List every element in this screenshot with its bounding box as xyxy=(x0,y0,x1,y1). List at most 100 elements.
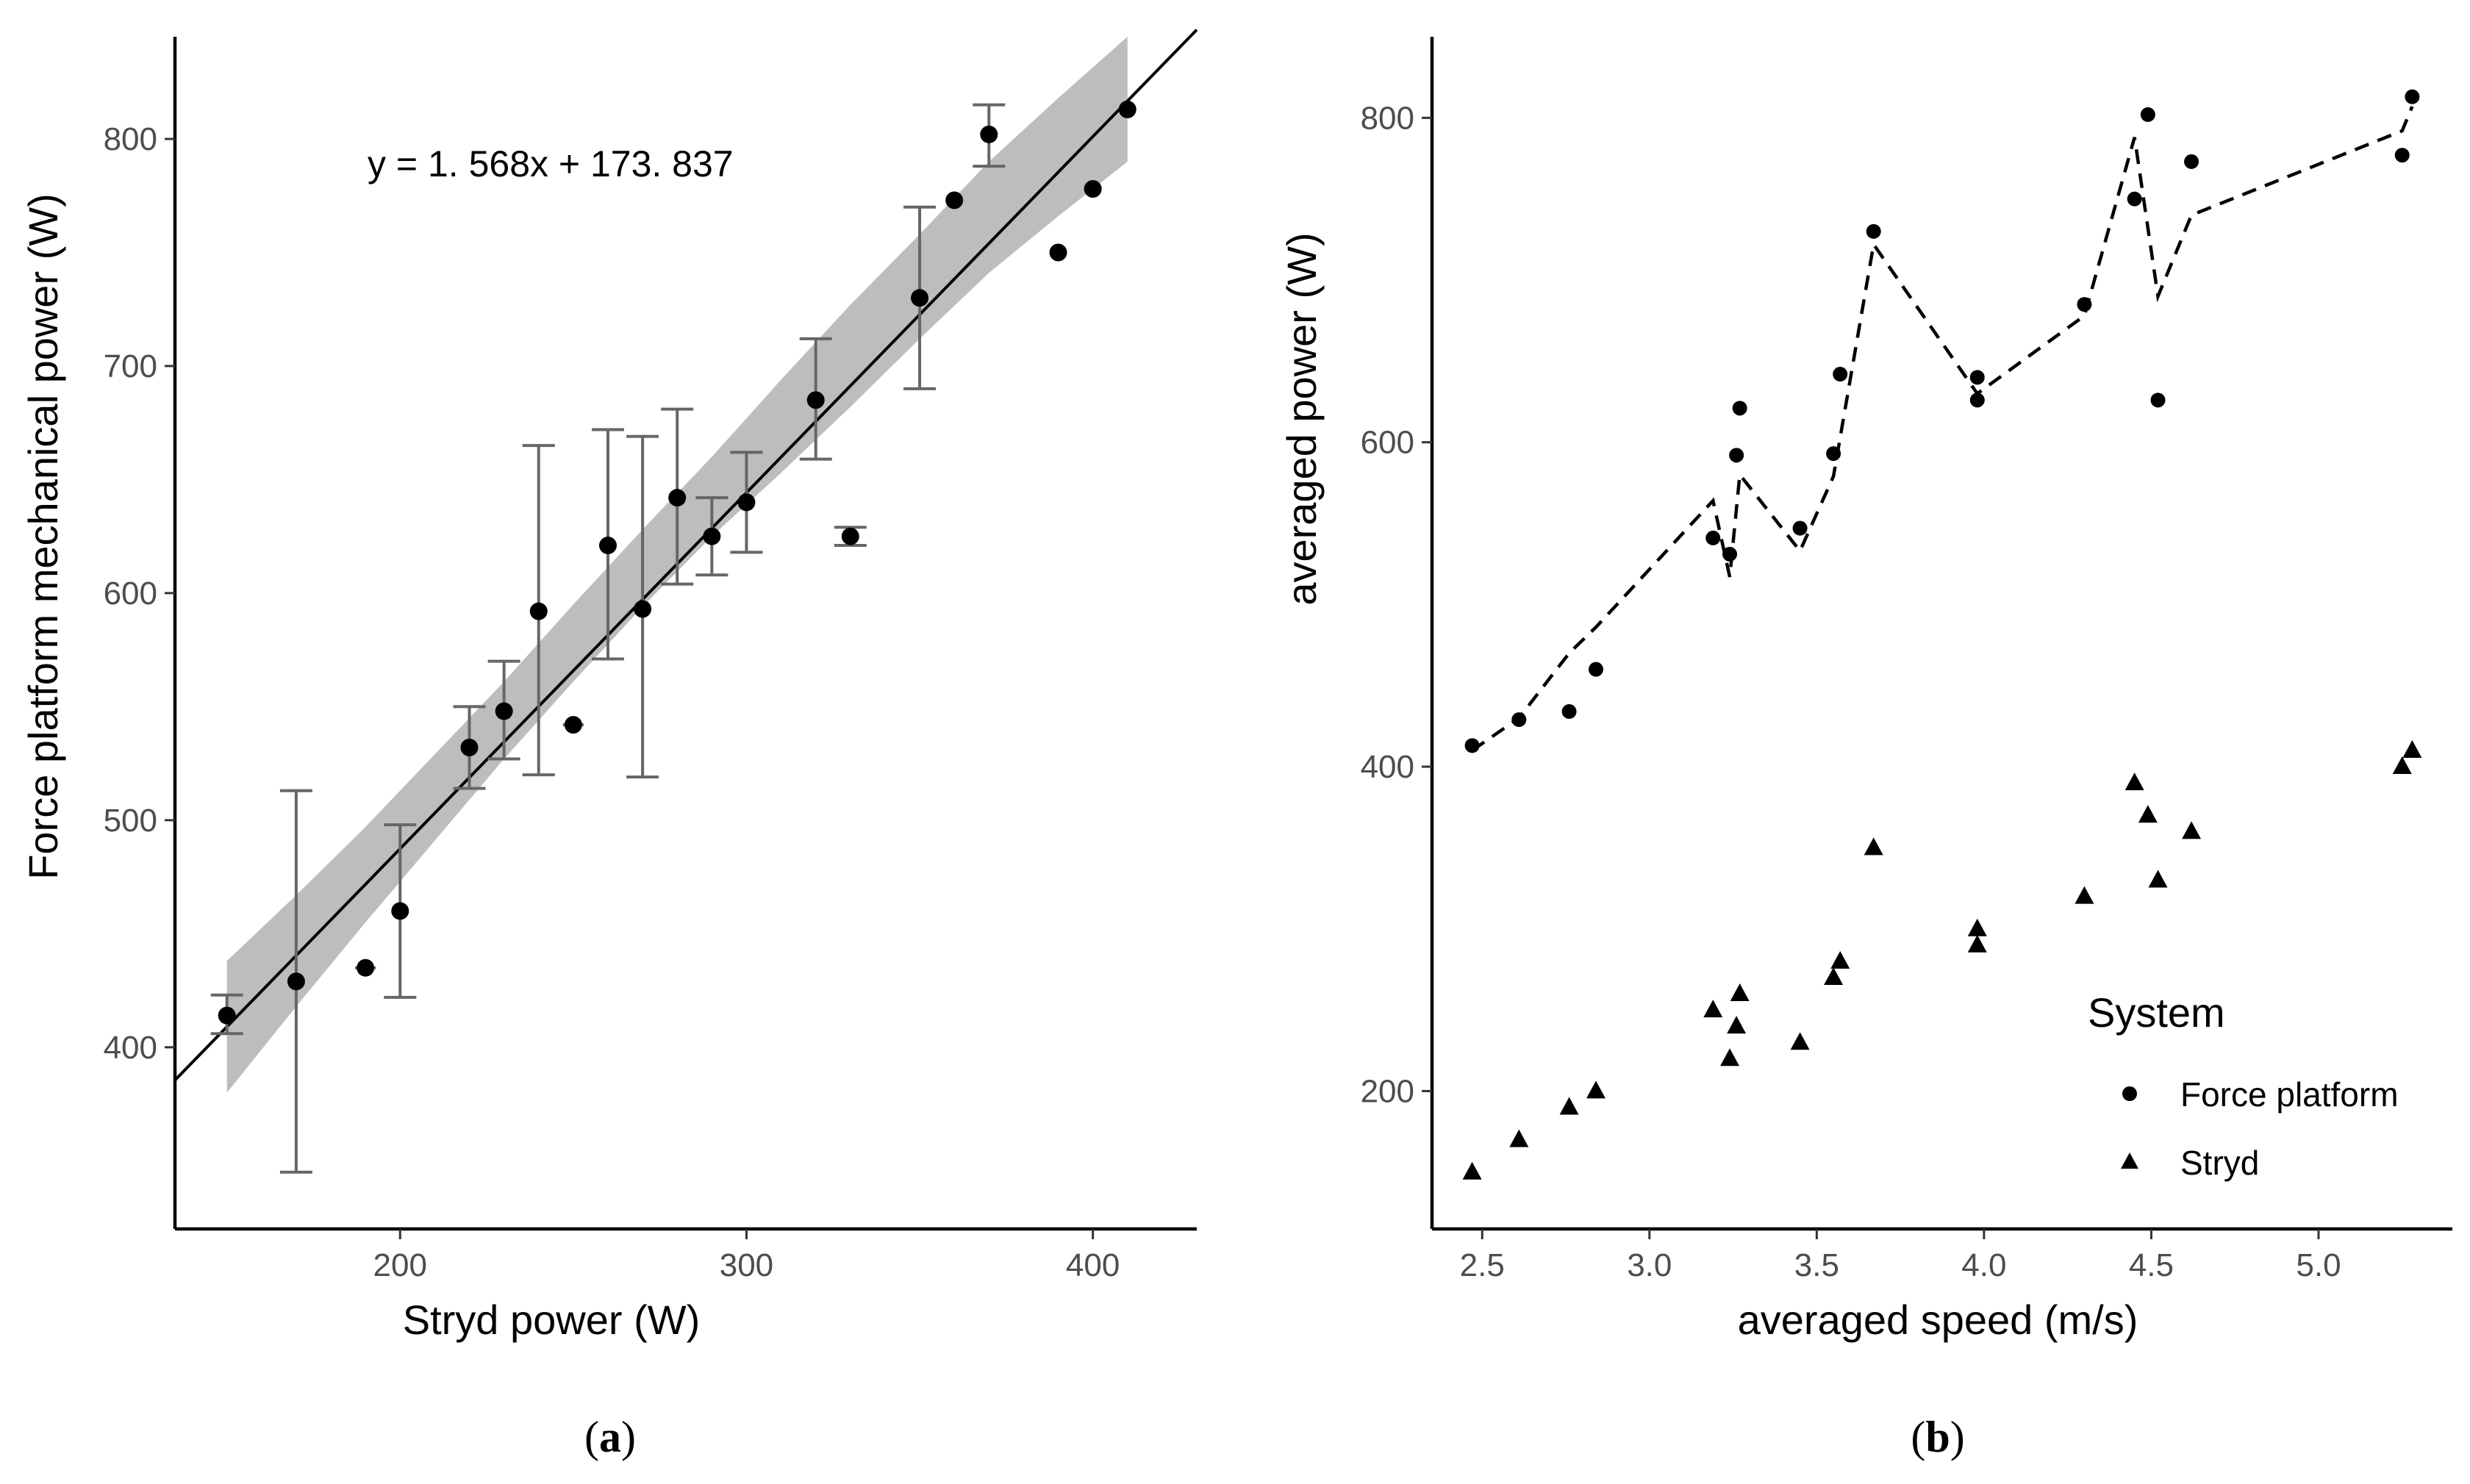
fit-line xyxy=(1471,106,2414,752)
data-point xyxy=(945,191,964,209)
stryd-point xyxy=(1830,950,1850,969)
axes: 2.5 3.0 3.5 4.0 4.5 5.0 200 400 600 800 xyxy=(1361,37,2452,1283)
data-point xyxy=(668,489,687,507)
panel-label-a: (a) xyxy=(584,1413,636,1461)
regression-equation: y = 1. 568x + 173. 837 xyxy=(368,143,734,184)
stryd-point xyxy=(1967,934,1987,953)
data-point xyxy=(218,1006,236,1025)
data-point xyxy=(598,537,617,555)
x-tick-label: 5.0 xyxy=(2296,1247,2341,1283)
y-tick-label: 600 xyxy=(104,576,157,612)
stryd-point xyxy=(1586,1080,1606,1099)
force-platform-point xyxy=(1729,448,1744,463)
stryd-point xyxy=(1730,983,1750,1002)
data-point xyxy=(357,958,375,977)
stryd-point xyxy=(1967,918,1987,936)
force-platform-point xyxy=(1588,662,1603,677)
data-point xyxy=(460,739,479,757)
data-point xyxy=(980,125,998,143)
data-point xyxy=(564,716,582,734)
panel-label-b: (b) xyxy=(1911,1413,1964,1461)
axes: 200 300 400 400 500 600 700 800 xyxy=(104,37,1197,1283)
data-point xyxy=(1084,179,1102,198)
data-point xyxy=(841,527,859,545)
stryd-point xyxy=(2148,870,2168,888)
data-point xyxy=(529,602,548,620)
x-tick-label: 300 xyxy=(720,1247,773,1283)
stryd-point xyxy=(2138,805,2158,823)
force-platform-point xyxy=(2405,89,2420,104)
y-tick-label: 400 xyxy=(1361,749,1414,785)
x-tick-label: 400 xyxy=(1066,1247,1120,1283)
stryd-point xyxy=(1790,1032,1810,1050)
force-platform-point xyxy=(1561,704,1577,720)
force-platform-point xyxy=(1866,223,1881,239)
force-platform-point xyxy=(1826,446,1841,462)
x-tick-label: 3.5 xyxy=(1794,1247,1839,1283)
force-platform-point xyxy=(1464,738,1480,753)
y-tick-label: 800 xyxy=(1361,100,1414,136)
legend-title: System xyxy=(2088,989,2225,1036)
x-tick-label: 2.5 xyxy=(1460,1247,1505,1283)
force-platform-point xyxy=(2140,107,2155,122)
y-tick-label: 500 xyxy=(104,803,157,839)
x-tick-label: 3.0 xyxy=(1627,1247,1672,1283)
legend-label-force-platform: Force platform xyxy=(2180,1075,2399,1114)
stryd-point xyxy=(1824,967,1844,985)
data-point xyxy=(1118,100,1136,118)
legend: System Force platform Stryd xyxy=(2088,989,2399,1182)
legend-key-triangle xyxy=(2121,1153,2138,1169)
y-tick-label: 700 xyxy=(104,348,157,384)
regression-line-group xyxy=(173,29,1198,1081)
panel-a: 200 300 400 400 500 600 700 800 y = 1. 568x + 1… xyxy=(20,29,1198,1461)
force-platform-point xyxy=(1732,401,1747,416)
data-point xyxy=(806,391,825,409)
force-platform-point xyxy=(1792,520,1808,536)
force-platform-point xyxy=(1705,530,1721,545)
x-tick-label: 4.5 xyxy=(2129,1247,2174,1283)
stryd-point xyxy=(1720,1048,1740,1067)
stryd-point xyxy=(2075,886,2094,904)
force-platform-point xyxy=(1511,712,1527,728)
panel-letter-b: b xyxy=(1925,1413,1950,1461)
x-axis-title: averaged speed (m/s) xyxy=(1738,1297,2138,1343)
legend-key-circle xyxy=(2122,1086,2137,1101)
panel-b: 2.5 3.0 3.5 4.0 4.5 5.0 200 400 600 800 averaged … xyxy=(1278,37,2452,1461)
dashed-fit-line-group xyxy=(1471,106,2414,752)
x-axis-title: Stryd power (W) xyxy=(403,1297,701,1343)
y-tick-label: 200 xyxy=(1361,1073,1414,1109)
stryd-point xyxy=(1559,1097,1579,1115)
stryd-point xyxy=(2402,739,2422,758)
data-point xyxy=(737,493,756,512)
y-tick-label: 400 xyxy=(104,1030,157,1066)
force-platform-point xyxy=(1969,370,1985,385)
force-platform-point xyxy=(2150,392,2166,408)
y-axis-title: Force platform mechanical power (W) xyxy=(20,193,66,880)
panel-letter-a: a xyxy=(599,1413,621,1461)
regression-line xyxy=(173,29,1198,1081)
data-point xyxy=(1049,243,1067,262)
legend-label-stryd: Stryd xyxy=(2180,1144,2259,1182)
force-platform-point xyxy=(1969,392,1985,408)
stryd-point xyxy=(2182,821,2202,839)
force-platform-point xyxy=(2127,191,2142,207)
data-points xyxy=(218,100,1136,1025)
data-point xyxy=(911,289,929,307)
y-tick-label: 600 xyxy=(1361,425,1414,461)
force-platform-point xyxy=(2394,148,2410,163)
stryd-point xyxy=(1703,1000,1723,1018)
data-point xyxy=(703,527,721,545)
stryd-point xyxy=(1462,1161,1482,1180)
x-tick-label: 200 xyxy=(373,1247,427,1283)
force-platform-point xyxy=(1722,546,1738,562)
data-point xyxy=(634,600,652,618)
y-axis-title: averaged power (W) xyxy=(1278,232,1325,605)
stryd-point xyxy=(2124,773,2144,791)
data-point xyxy=(391,902,409,920)
data-point xyxy=(495,702,513,720)
force-platform-point xyxy=(2184,154,2199,169)
data-points xyxy=(1462,89,2422,1180)
stryd-point xyxy=(1727,1016,1747,1034)
